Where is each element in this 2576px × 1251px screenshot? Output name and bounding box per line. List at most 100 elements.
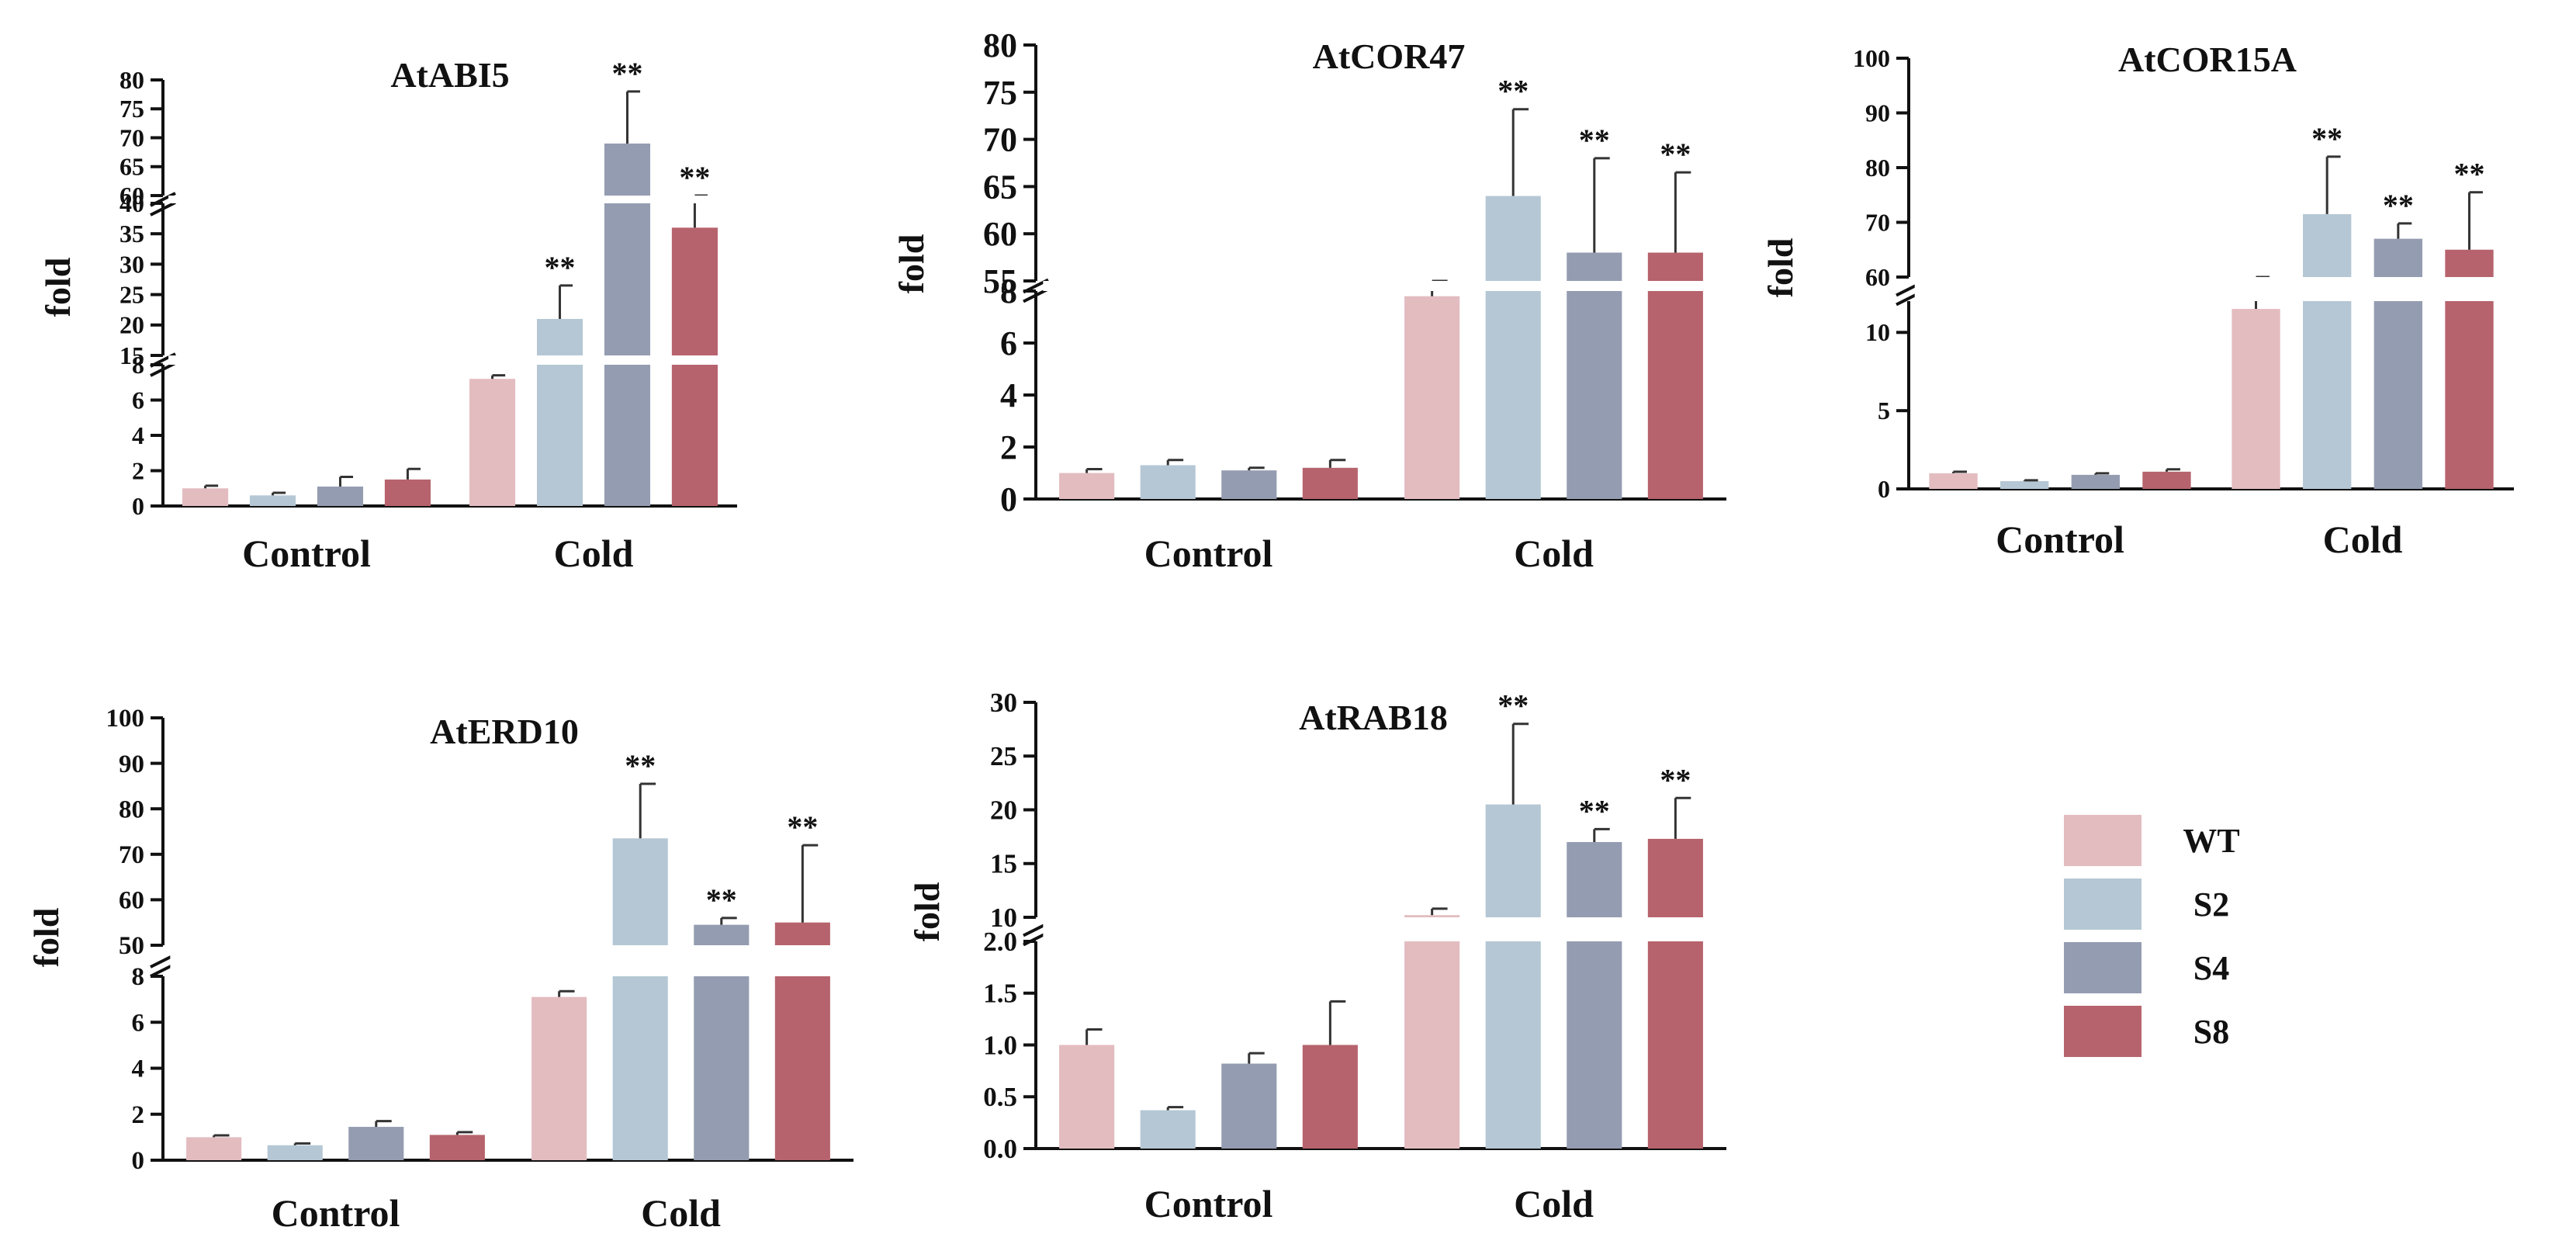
y-tick-label: 40 xyxy=(119,189,144,217)
chart-title: AtERD10 xyxy=(430,712,579,751)
bar-s4-cold xyxy=(2373,238,2422,489)
y-tick-label: 100 xyxy=(106,705,145,733)
legend: WT S2 S4 S8 xyxy=(2064,815,2240,1057)
axis-break-gap xyxy=(2217,277,2508,301)
y-tick-label: 25 xyxy=(990,741,1017,771)
y-tick-label: 2 xyxy=(132,456,144,484)
y-tick-label: 80 xyxy=(1865,154,1890,182)
y-tick-label: 70 xyxy=(983,121,1017,159)
y-tick-label: 8 xyxy=(1000,272,1017,310)
y-tick-label: 70 xyxy=(1865,208,1890,236)
axis-break-gap xyxy=(1914,277,2206,301)
bar-s2-control xyxy=(1140,465,1196,499)
bar-s2-control xyxy=(1140,1110,1196,1149)
bar-s8-control xyxy=(2142,471,2191,489)
chart-panel-atcor15a: AtCOR15A fold 0 5 10 60 70 80 90 100 Control ** ** **… xyxy=(1761,40,2514,561)
bar-wt-cold xyxy=(1404,296,1460,499)
legend-swatch-wt xyxy=(2064,815,2141,866)
bar-s8-cold xyxy=(1647,252,1703,499)
legend-label-s2: S2 xyxy=(2193,885,2229,924)
y-tick-label: 35 xyxy=(119,220,144,248)
y-tick-label: 2 xyxy=(1000,428,1017,466)
x-category-label: Cold xyxy=(554,532,634,575)
axis-break-gap xyxy=(455,196,732,203)
y-tick-label: 4 xyxy=(1000,376,1017,414)
significance-mark: ** xyxy=(545,250,576,285)
bar-s4-cold xyxy=(604,143,651,506)
y-axis-label: fold xyxy=(907,882,947,941)
x-category-label: Control xyxy=(272,1191,400,1235)
significance-mark: ** xyxy=(1660,137,1691,172)
y-tick-label: 80 xyxy=(983,26,1017,64)
significance-mark: ** xyxy=(1497,688,1529,723)
significance-mark: ** xyxy=(1660,762,1691,797)
y-tick-label: 50 xyxy=(119,932,144,960)
y-tick-label: 15 xyxy=(990,849,1017,879)
y-tick-label: 0 xyxy=(1000,480,1017,518)
bar-wt-control xyxy=(182,488,229,506)
legend-label-s4: S4 xyxy=(2193,949,2229,987)
x-category-label: Control xyxy=(1996,518,2124,561)
y-tick-label: 60 xyxy=(983,215,1017,253)
bar-wt-control xyxy=(1059,1045,1115,1149)
chart-title: AtCOR47 xyxy=(1313,36,1466,76)
y-tick-label: 55 xyxy=(983,262,1017,300)
significance-mark: ** xyxy=(2311,121,2342,156)
y-tick-label: 6 xyxy=(132,1009,145,1037)
chart-panel-atcor47: AtCOR47 fold 0 2 4 6 855 60 65 70 75 80 Control ** ** *… xyxy=(892,26,1726,575)
axis-break-mark xyxy=(150,201,176,217)
significance-mark: ** xyxy=(1497,74,1529,109)
bar-s2-cold xyxy=(536,318,583,506)
y-tick-label: 6 xyxy=(1000,324,1017,362)
y-tick-label: 70 xyxy=(119,123,144,151)
y-tick-label: 70 xyxy=(119,841,144,869)
y-tick-label: 0 xyxy=(132,1147,145,1175)
bar-s8-control xyxy=(1302,467,1358,499)
legend-swatch-s8 xyxy=(2064,1006,2141,1057)
chart-panels: AtABI5fold024681520253035406065707580Con… xyxy=(26,26,2514,1235)
y-tick-label: 8 xyxy=(132,963,145,991)
axis-break-gap xyxy=(1043,281,1374,291)
bar-s8-control xyxy=(429,1135,485,1160)
y-tick-label: 15 xyxy=(119,341,144,369)
y-tick-label: 10 xyxy=(1865,318,1890,346)
y-tick-label: 60 xyxy=(119,182,144,210)
bar-s4-control xyxy=(1221,1063,1277,1149)
y-tick-label: 2 xyxy=(132,1101,145,1129)
bar-s2-cold xyxy=(1485,804,1541,1149)
axis-break-gap xyxy=(1388,281,1719,291)
bar-wt-control xyxy=(1059,473,1115,499)
x-category-label: Cold xyxy=(1514,1182,1594,1225)
bar-s8-cold xyxy=(671,227,718,506)
bar-s2-cold xyxy=(1485,196,1541,499)
y-tick-label: 60 xyxy=(1865,263,1890,291)
y-axis-label: fold xyxy=(38,257,78,317)
axis-break-gap xyxy=(1043,917,1374,941)
bar-wt-cold xyxy=(469,379,516,506)
y-tick-label: 75 xyxy=(119,95,144,123)
y-tick-label: 0 xyxy=(1878,475,1890,503)
y-tick-label: 30 xyxy=(990,688,1017,718)
x-category-label: Cold xyxy=(641,1191,721,1235)
y-tick-label: 20 xyxy=(990,795,1017,825)
bar-s2-cold xyxy=(2303,213,2352,489)
y-axis-label: fold xyxy=(1761,237,1800,297)
significance-mark: ** xyxy=(2383,188,2414,223)
y-tick-label: 80 xyxy=(119,66,144,94)
legend-swatch-s4 xyxy=(2064,942,2141,993)
significance-mark: ** xyxy=(1579,793,1610,828)
y-tick-label: 65 xyxy=(983,168,1017,206)
chart-title: AtRAB18 xyxy=(1299,698,1448,737)
axis-break-gap xyxy=(168,355,445,365)
x-category-label: Control xyxy=(1144,532,1273,575)
bar-s2-control xyxy=(2000,480,2049,489)
significance-mark: ** xyxy=(706,882,737,917)
x-category-label: Cold xyxy=(2323,518,2403,561)
axis-break-gap xyxy=(515,945,847,976)
y-tick-label: 4 xyxy=(132,421,144,449)
legend-label-s8: S8 xyxy=(2193,1013,2229,1051)
axis-break-mark xyxy=(1023,287,1049,303)
bar-s4-control xyxy=(1221,470,1277,499)
bar-s4-cold xyxy=(1567,842,1622,1149)
